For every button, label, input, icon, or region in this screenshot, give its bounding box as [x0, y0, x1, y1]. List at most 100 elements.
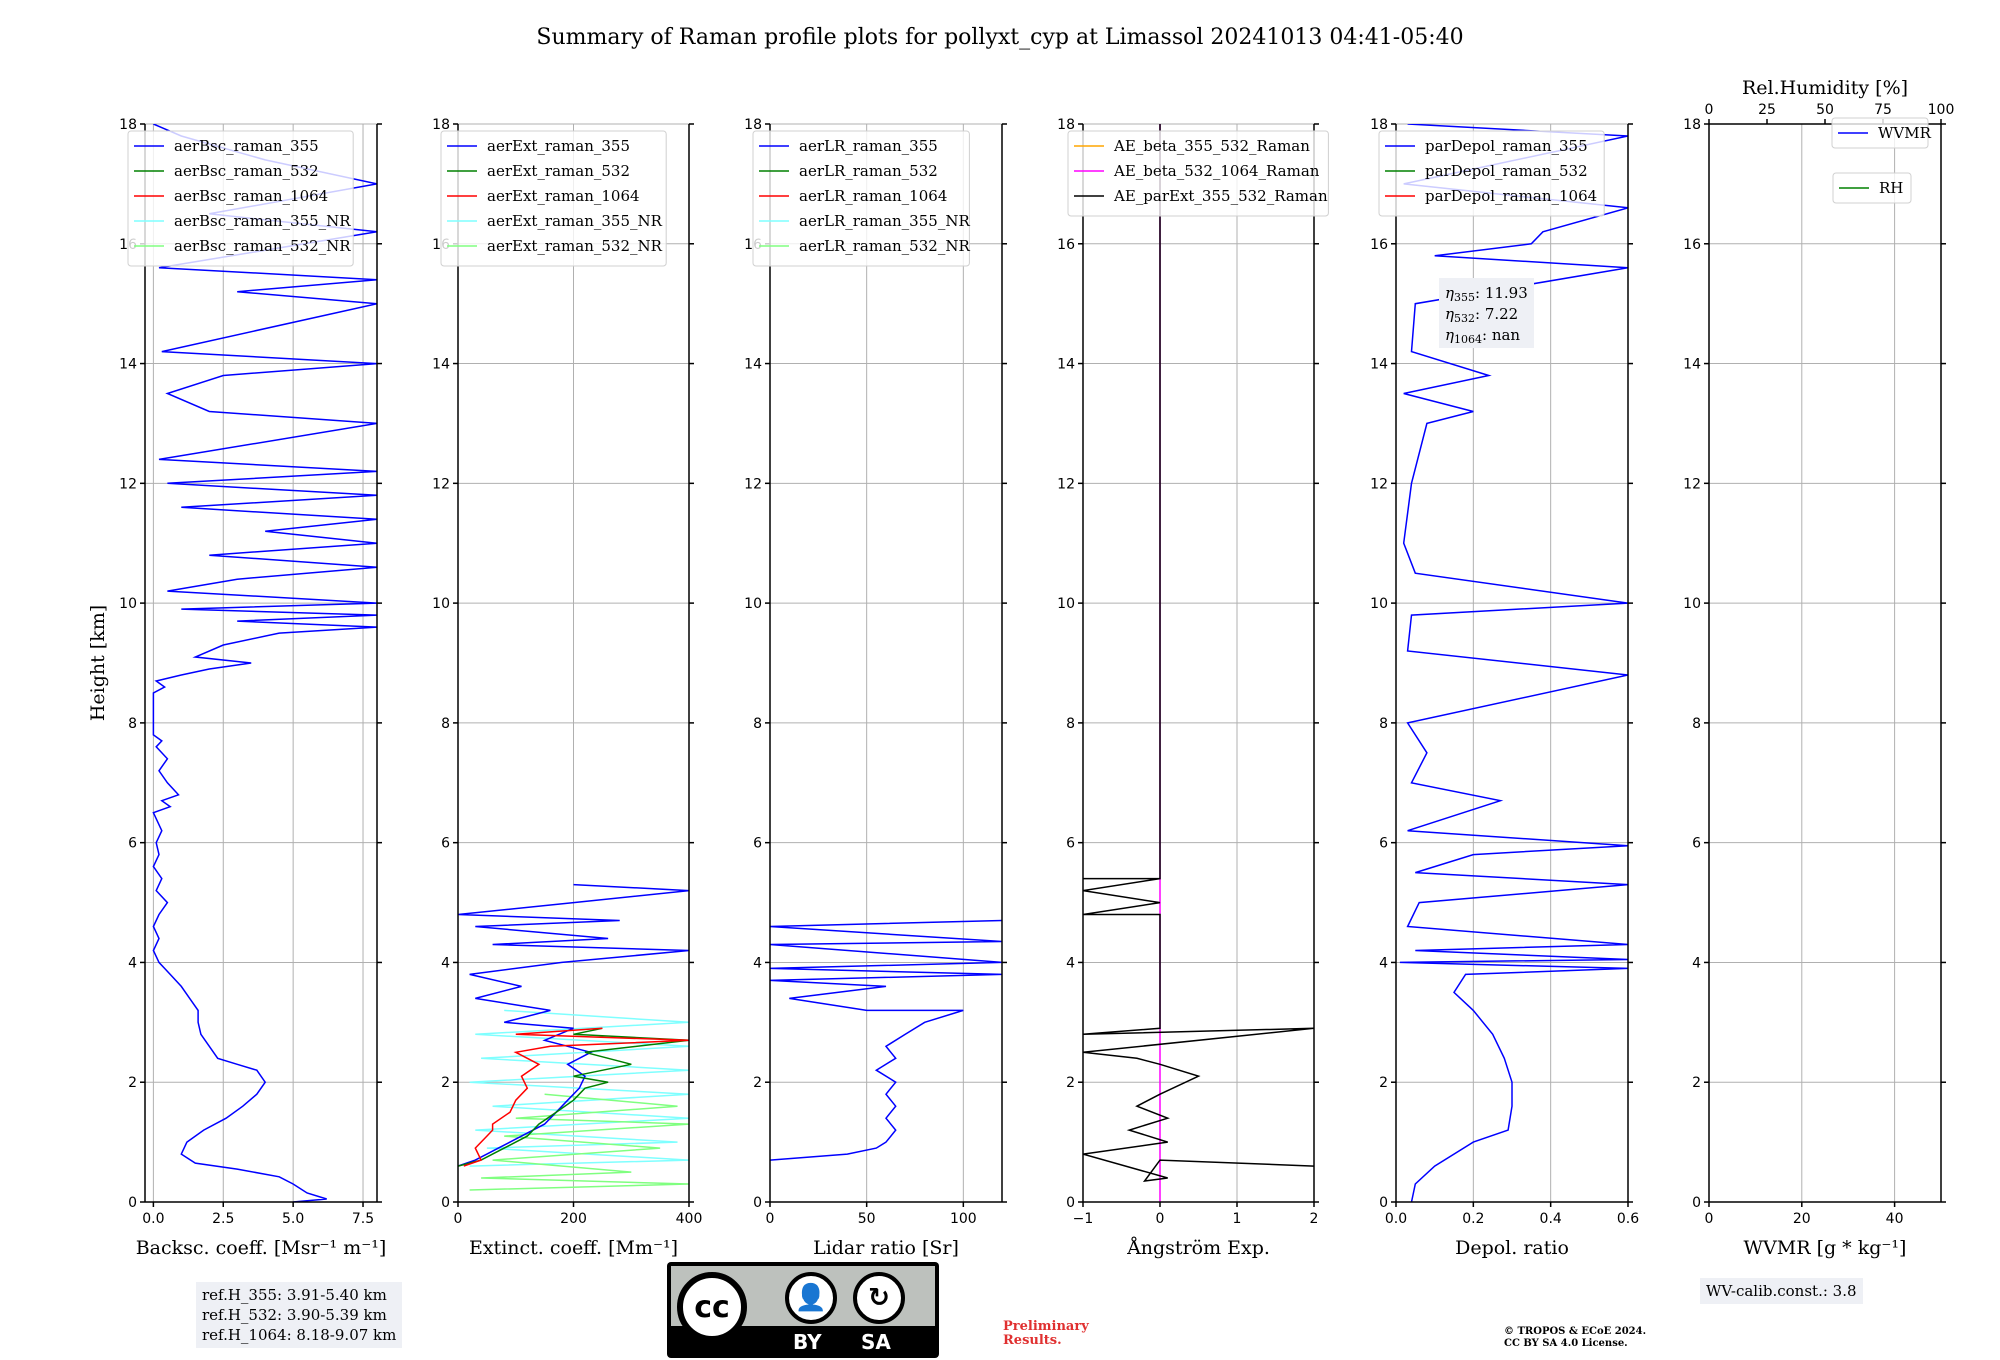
legend-box [127, 130, 354, 267]
y-tick-label: 18 [1370, 117, 1388, 133]
panel-ext: 0246810121416180200400Extinct. coeff. [M… [432, 117, 702, 1259]
series-line-parDepol_raman_355 [1399, 124, 1628, 1202]
ref-h-1064: ref.H_1064: 8.18-9.07 km [202, 1326, 397, 1344]
legend-label: aerBsc_raman_355_NR [174, 212, 351, 230]
cc-license-badge: cc 👤 ↻ BY SA [667, 1262, 939, 1358]
x-tick-label: 0 [454, 1211, 463, 1227]
y-tick-label: 12 [1683, 476, 1701, 492]
y-tick-label: 10 [1057, 596, 1075, 612]
top-x-tick-label: 100 [1928, 102, 1955, 118]
y-tick-label: 12 [744, 476, 762, 492]
series-group [152, 124, 377, 1202]
y-tick-label: 18 [1057, 117, 1075, 133]
ref-h-355: ref.H_355: 3.91-5.40 km [202, 1286, 387, 1304]
legend-label: aerBsc_raman_355 [174, 137, 319, 155]
cc-sa-label: SA [861, 1330, 891, 1354]
top-axis-label: Rel.Humidity [%] [1742, 77, 1908, 99]
y-tick-label: 14 [432, 357, 450, 373]
x-tick-label: 100 [950, 1211, 977, 1227]
series-group [770, 919, 1002, 1161]
legend-label: aerLR_raman_1064 [799, 187, 947, 205]
legend-box [1831, 117, 1929, 149]
legend-label: aerExt_raman_355_NR [487, 212, 663, 230]
y-tick-label: 14 [119, 357, 137, 373]
legend-label: aerLR_raman_532 [799, 162, 938, 180]
y-tick-label: 0 [1379, 1195, 1388, 1211]
legend-label: aerBsc_raman_532_NR [174, 237, 351, 255]
cc-by-label: BY [793, 1330, 822, 1354]
y-tick-label: 4 [753, 955, 762, 971]
x-tick-label: 2 [1310, 1211, 1319, 1227]
eta-label: η532: 7.22 [1445, 305, 1518, 325]
legend-label: AE_parExt_355_532_Raman [1113, 187, 1328, 205]
eta-box [1439, 278, 1534, 348]
y-tick-label: 0 [441, 1195, 450, 1211]
legend-label: parDepol_raman_532 [1425, 162, 1588, 180]
y-tick-label: 4 [1066, 955, 1075, 971]
legend-label: aerBsc_raman_532 [174, 162, 319, 180]
y-tick-label: 6 [1379, 836, 1388, 852]
chart-title: Summary of Raman profile plots for polly… [536, 25, 1463, 50]
y-tick-label: 4 [441, 955, 450, 971]
series-line-aerExt_raman_355_NR [469, 1009, 689, 1167]
person-icon: 👤 [785, 1272, 837, 1324]
series-line-AE_parExt_355_532_Raman [1083, 124, 1314, 1182]
wv-calib-text: WV-calib.const.: 3.8 [1706, 1282, 1857, 1300]
y-tick-label: 2 [441, 1075, 450, 1091]
x-axis-label: Extinct. coeff. [Mm⁻¹] [469, 1237, 678, 1259]
y-tick-label: 2 [753, 1075, 762, 1091]
y-tick-label: 2 [1066, 1075, 1075, 1091]
ref-h-532: ref.H_532: 3.90-5.39 km [202, 1306, 387, 1324]
eta-label: η355: 11.93 [1445, 284, 1528, 304]
legend-box [1832, 172, 1912, 204]
legend-label: aerLR_raman_355 [799, 137, 938, 155]
y-tick-label: 10 [744, 596, 762, 612]
y-tick-label: 8 [1379, 716, 1388, 732]
x-tick-label: 400 [676, 1211, 703, 1227]
y-tick-label: 4 [1379, 955, 1388, 971]
legend-box [1067, 130, 1329, 217]
y-tick-label: 0 [128, 1195, 137, 1211]
y-tick-label: 16 [1683, 237, 1701, 253]
y-tick-label: 12 [119, 476, 137, 492]
y-tick-label: 10 [1683, 596, 1701, 612]
series-line-aerBsc_raman_355 [152, 124, 377, 1202]
y-tick-label: 8 [1066, 716, 1075, 732]
y-tick-label: 14 [744, 357, 762, 373]
x-tick-label: 0.4 [1540, 1211, 1562, 1227]
legend-label: parDepol_raman_1064 [1425, 187, 1597, 205]
y-tick-label: 4 [1692, 955, 1701, 971]
y-tick-label: 18 [432, 117, 450, 133]
legend-label: AE_beta_532_1064_Raman [1113, 162, 1320, 180]
top-x-tick-label: 50 [1816, 102, 1834, 118]
x-axis-label: Ångström Exp. [1126, 1237, 1270, 1259]
legend-box [752, 130, 970, 267]
legend-label: AE_beta_355_532_Raman [1113, 137, 1310, 155]
x-tick-label: 0.0 [142, 1211, 164, 1227]
y-tick-label: 0 [1066, 1195, 1075, 1211]
x-tick-label: 0 [1705, 1211, 1714, 1227]
y-tick-label: 18 [119, 117, 137, 133]
series-group [1399, 124, 1628, 1202]
series-group [458, 883, 689, 1191]
y-tick-label: 6 [1692, 836, 1701, 852]
x-tick-label: 0 [766, 1211, 775, 1227]
y-tick-label: 16 [1057, 237, 1075, 253]
x-tick-label: 1 [1233, 1211, 1242, 1227]
y-tick-label: 0 [753, 1195, 762, 1211]
x-tick-label: 2.5 [212, 1211, 234, 1227]
x-tick-label: 20 [1793, 1211, 1811, 1227]
x-tick-label: 200 [560, 1211, 587, 1227]
y-tick-label: 14 [1057, 357, 1075, 373]
wv-calib-box: WV-calib.const.: 3.8 [1700, 1278, 1863, 1304]
copyright-note: © TROPOS & ECoE 2024. CC BY SA 4.0 Licen… [1504, 1326, 1647, 1349]
legend-box [440, 130, 667, 267]
legend-label: aerLR_raman_532_NR [799, 237, 970, 255]
panel-depol: 0 2 4 6 8 10 12 14 16 18 0.0 0.2 0.4 0.6 Depol. ratio p… [1370, 117, 1639, 1259]
x-tick-label: 0.6 [1617, 1211, 1639, 1227]
legend-label: WVMR [1878, 124, 1932, 142]
legend-box [1378, 130, 1605, 217]
